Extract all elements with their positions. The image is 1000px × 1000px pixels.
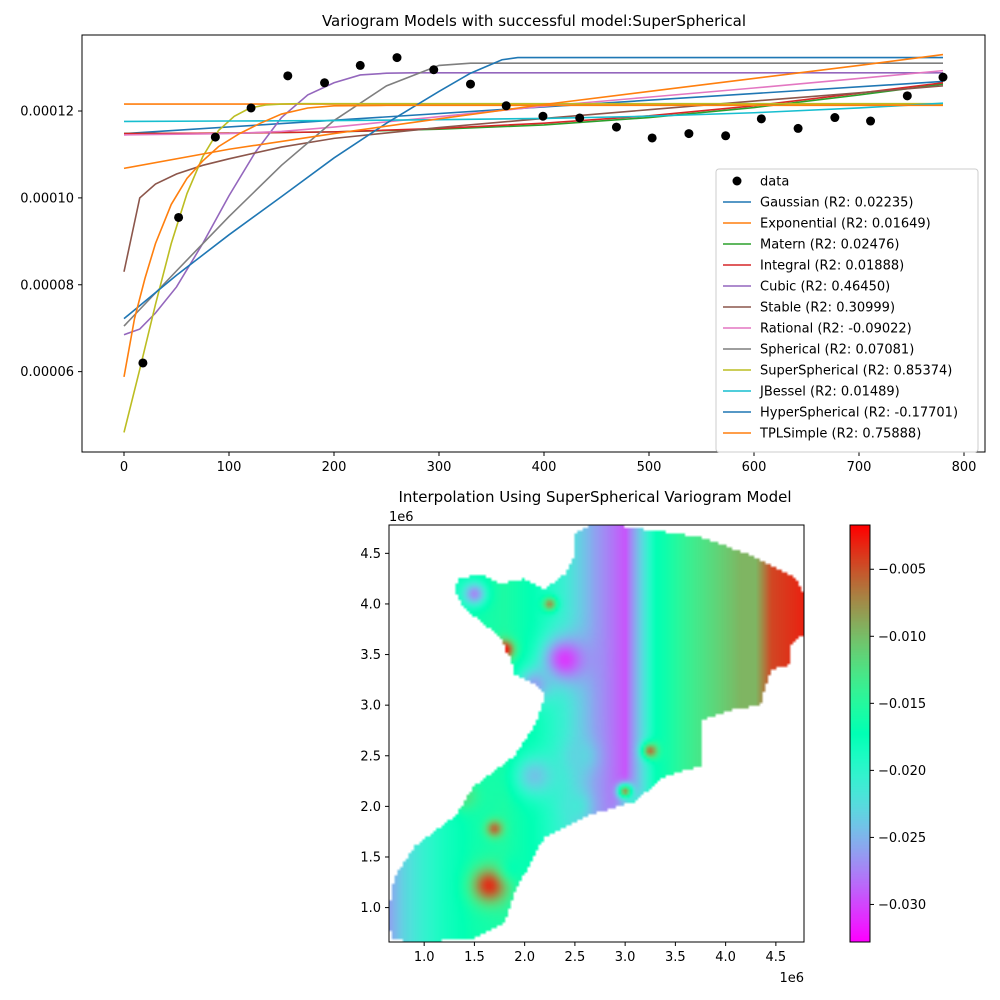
x-tick-label: 300 bbox=[427, 460, 452, 475]
data-point bbox=[902, 91, 912, 101]
heatmap-y-tick-label: 4.0 bbox=[360, 597, 381, 612]
legend-label: SuperSpherical (R2: 0.85374) bbox=[760, 364, 952, 379]
model-curve-10 bbox=[123, 56, 943, 320]
data-point bbox=[793, 123, 803, 133]
interpolation-heatmap bbox=[389, 525, 804, 942]
heatmap-x-axis-ticks: 1.0 1.5 2.0 2.5 3.0 3.5 4.0 4.5 bbox=[414, 942, 786, 965]
interpolation-chart: Interpolation Using SuperSpherical Vario… bbox=[360, 488, 926, 986]
data-point bbox=[756, 114, 766, 124]
data-point bbox=[575, 113, 585, 123]
x-tick-label: 700 bbox=[847, 460, 872, 475]
heatmap-x-tick-label: 1.0 bbox=[414, 950, 435, 965]
legend-label: HyperSpherical (R2: -0.17701) bbox=[760, 406, 958, 421]
heatmap-x-tick-label: 4.5 bbox=[766, 950, 787, 965]
x-tick-label: 600 bbox=[742, 460, 767, 475]
data-point bbox=[138, 358, 148, 368]
y-tick-label: 0.00006 bbox=[20, 365, 74, 380]
data-point bbox=[429, 65, 439, 75]
x-tick-label: 500 bbox=[637, 460, 662, 475]
data-point bbox=[501, 101, 511, 111]
heatmap-y-axis-ticks: 1.0 1.5 2.0 2.5 3.0 3.5 4.0 4.5 bbox=[360, 547, 389, 916]
colorbar-tick-label: −0.020 bbox=[878, 764, 926, 779]
x-tick-label: 800 bbox=[952, 460, 977, 475]
data-point bbox=[721, 131, 731, 141]
legend-label: JBessel (R2: 0.01489) bbox=[759, 385, 900, 400]
heatmap-y-tick-label: 2.0 bbox=[360, 800, 381, 815]
legend: data Gaussian (R2: 0.02235) Exponential (R… bbox=[715, 168, 979, 453]
colorbar-tick-label: −0.025 bbox=[878, 831, 926, 846]
data-point bbox=[355, 60, 365, 70]
data-point bbox=[866, 116, 876, 126]
interpolation-chart-title: Interpolation Using SuperSpherical Vario… bbox=[398, 488, 791, 506]
heatmap-y-tick-label: 1.0 bbox=[360, 901, 381, 916]
legend-label: Matern (R2: 0.02476) bbox=[760, 238, 899, 253]
variogram-plot-frame bbox=[81, 34, 986, 453]
colorbar-ticks: −0.030 −0.025 −0.020 −0.015 −0.010 −0.005 bbox=[870, 563, 926, 913]
heatmap-x-tick-label: 4.0 bbox=[715, 950, 736, 965]
y-offset-label: 1e6 bbox=[389, 510, 414, 525]
x-axis-ticks: 0 100 200 300 400 500 600 700 800 bbox=[120, 452, 977, 475]
colorbar bbox=[850, 525, 870, 942]
heatmap-y-tick-label: 1.5 bbox=[360, 850, 381, 865]
legend-label: Gaussian (R2: 0.02235) bbox=[760, 196, 914, 211]
legend-label: Stable (R2: 0.30999) bbox=[760, 301, 895, 316]
data-point bbox=[647, 133, 657, 143]
colorbar-frame bbox=[849, 524, 871, 943]
data-points bbox=[138, 53, 948, 368]
colorbar-tick-label: −0.015 bbox=[878, 697, 926, 712]
legend-marker-data bbox=[732, 176, 742, 186]
y-tick-label: 0.00010 bbox=[20, 191, 74, 206]
data-point bbox=[538, 111, 548, 121]
heatmap-x-tick-label: 3.5 bbox=[665, 950, 686, 965]
legend-label: TPLSimple (R2: 0.75888) bbox=[759, 427, 921, 442]
model-curves bbox=[123, 53, 944, 433]
data-point bbox=[466, 79, 475, 89]
data-point bbox=[246, 103, 256, 113]
data-point bbox=[174, 212, 184, 222]
y-tick-label: 0.00008 bbox=[20, 278, 74, 293]
heatmap-plot-frame bbox=[388, 524, 805, 943]
heatmap-x-tick-label: 3.0 bbox=[615, 950, 636, 965]
legend-label: Cubic (R2: 0.46450) bbox=[760, 280, 890, 295]
data-point bbox=[392, 53, 402, 63]
legend-label: Integral (R2: 0.01888) bbox=[760, 259, 904, 274]
y-tick-label: 0.00012 bbox=[20, 105, 74, 120]
legend-label: Exponential (R2: 0.01649) bbox=[760, 217, 931, 232]
heatmap-x-tick-label: 1.5 bbox=[464, 950, 485, 965]
legend-label: Spherical (R2: 0.07081) bbox=[760, 343, 914, 358]
heatmap-y-tick-label: 3.0 bbox=[360, 699, 381, 714]
x-tick-label: 100 bbox=[217, 460, 242, 475]
x-tick-label: 0 bbox=[120, 460, 128, 475]
legend-label: data bbox=[760, 175, 789, 190]
heatmap-y-tick-label: 2.5 bbox=[360, 749, 381, 764]
heatmap-x-tick-label: 2.0 bbox=[514, 950, 535, 965]
data-point bbox=[684, 129, 694, 139]
colorbar-tick-label: −0.010 bbox=[878, 630, 926, 645]
data-point bbox=[830, 113, 840, 123]
data-point bbox=[210, 132, 220, 142]
model-curve-12 bbox=[123, 53, 944, 170]
model-curve-8 bbox=[123, 102, 943, 433]
heatmap-x-tick-label: 2.5 bbox=[565, 950, 586, 965]
data-point bbox=[611, 122, 621, 132]
data-point bbox=[283, 71, 293, 81]
legend-box bbox=[715, 168, 979, 453]
x-tick-label: 400 bbox=[532, 460, 557, 475]
legend-label: Rational (R2: -0.09022) bbox=[760, 322, 912, 337]
model-curve-6 bbox=[123, 69, 944, 136]
heatmap-y-tick-label: 3.5 bbox=[360, 648, 381, 663]
model-curve-4 bbox=[123, 71, 943, 336]
data-point bbox=[938, 72, 948, 82]
heatmap-y-tick-label: 4.5 bbox=[360, 547, 381, 562]
data-point bbox=[320, 78, 330, 88]
x-tick-label: 200 bbox=[322, 460, 347, 475]
colorbar-tick-label: −0.030 bbox=[878, 898, 926, 913]
variogram-chart: Variogram Models with successful model:S… bbox=[20, 12, 986, 475]
colorbar-tick-label: −0.005 bbox=[878, 563, 926, 578]
model-curve-11 bbox=[123, 104, 943, 377]
x-offset-label: 1e6 bbox=[779, 971, 804, 986]
y-axis-ticks: 0.00006 0.00008 0.00010 0.00012 bbox=[20, 105, 82, 380]
variogram-chart-title: Variogram Models with successful model:S… bbox=[322, 12, 746, 30]
